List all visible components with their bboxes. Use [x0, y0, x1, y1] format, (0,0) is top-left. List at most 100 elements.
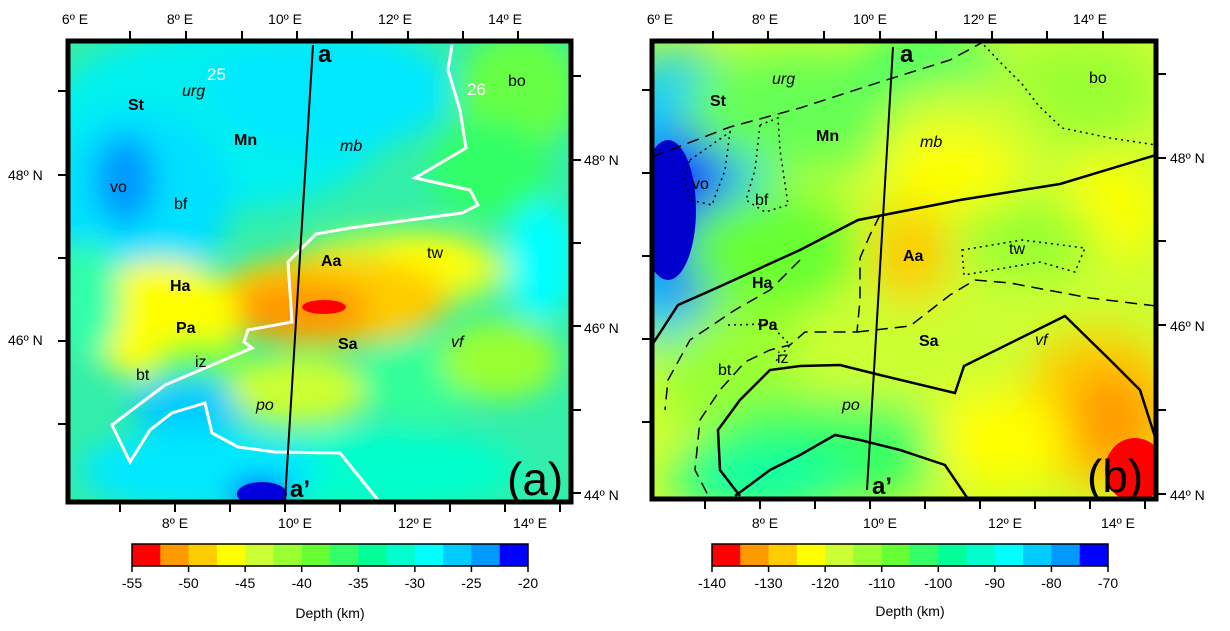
- colorbar-tick-label: -45: [235, 575, 255, 591]
- lon-tick-top: 8º E: [167, 11, 193, 27]
- lon-tick-top: 14º E: [1073, 11, 1107, 27]
- region-label: iz: [777, 350, 789, 367]
- region-label: tw: [427, 245, 443, 262]
- colorbar-tick-label: -90: [985, 575, 1005, 591]
- lat-tick-right: 48º N: [584, 152, 619, 168]
- lon-tick-bottom: 12º E: [398, 515, 432, 531]
- map-b-frame: [649, 38, 1159, 502]
- colorbar-swatch: [712, 544, 741, 566]
- region-label: urg: [182, 83, 205, 100]
- colorbar-a: -55 -50 -45 -40 -35 -30 -25 -20: [122, 543, 538, 591]
- colorbar-tick-label: -100: [924, 575, 952, 591]
- colorbar-swatch: [471, 544, 501, 566]
- colorbar-swatch: [825, 544, 854, 566]
- lat-tick-left: 48º N: [8, 167, 43, 183]
- colorbar-swatch: [188, 544, 218, 566]
- colorbar-swatch: [768, 544, 798, 566]
- boundary-dashed: [694, 214, 881, 500]
- colorbar-tick-label: -130: [755, 575, 783, 591]
- profile-end-label: a’: [290, 476, 310, 503]
- region-label: po: [255, 397, 274, 414]
- colorbar-tick-label: -35: [348, 575, 368, 591]
- region-label: mb: [920, 134, 942, 151]
- lon-tick-bottom: 14º E: [1101, 515, 1135, 531]
- region-label: mb: [340, 138, 362, 155]
- colorbar-swatch: [499, 544, 529, 566]
- boundary-dotted: [961, 239, 1087, 276]
- contour-label: 25: [207, 65, 226, 84]
- region-label: bt: [136, 367, 150, 384]
- lon-tick-bottom: 10º E: [863, 515, 897, 531]
- lon-tick-bottom: 10º E: [278, 515, 312, 531]
- contour-line-white: [110, 44, 481, 501]
- colorbar-swatch: [301, 544, 331, 566]
- colorbar-swatch: [330, 544, 359, 566]
- lon-tick-bottom: 8º E: [162, 515, 188, 531]
- lon-tick-top: 12º E: [378, 11, 412, 27]
- colorbar-swatch: [796, 544, 826, 566]
- colorbar-tick-label: -110: [868, 575, 895, 591]
- colorbar-b: -140 -130 -120 -110 -100 -90 -80 -70: [698, 543, 1118, 591]
- region-label: vo: [110, 179, 127, 196]
- region-label: vf: [1035, 332, 1049, 349]
- colorbar-tick-label: -70: [1098, 575, 1118, 591]
- colorbar-swatch: [132, 544, 161, 566]
- colorbar-frame: [711, 543, 1109, 567]
- region-label: St: [710, 93, 727, 110]
- colorbar-swatch: [910, 544, 939, 566]
- region-label: bo: [508, 73, 526, 90]
- boundary-dotted: [745, 116, 789, 213]
- region-label: bf: [174, 196, 188, 213]
- map-a-frame: [65, 38, 574, 505]
- colorbar-swatch: [443, 544, 472, 566]
- colorbar-swatch: [386, 544, 416, 566]
- region-label: bo: [1089, 70, 1107, 87]
- colorbar-swatch: [853, 544, 883, 566]
- colorbar-swatch: [740, 544, 770, 566]
- colorbar-tick-label: -120: [811, 575, 839, 591]
- colorbar-tick-label: -80: [1041, 575, 1061, 591]
- colorbar-swatch: [216, 544, 246, 566]
- lon-tick-top: 6º E: [62, 11, 88, 27]
- lon-tick-top: 14º E: [488, 11, 522, 27]
- region-label: po: [841, 397, 860, 414]
- colorbar-swatch: [1023, 544, 1052, 566]
- region-label: Ha: [752, 275, 773, 292]
- boundary-dashed: [651, 40, 986, 158]
- colorbar-b-title: Depth (km): [875, 603, 944, 619]
- colorbar-swatch: [245, 544, 274, 566]
- profile-start-label: a: [318, 41, 332, 68]
- lon-tick-top: 6º E: [647, 11, 673, 27]
- colorbar-tick-label: -25: [461, 575, 481, 591]
- boundary-dotted: [979, 40, 1157, 146]
- colorbar-tick-label: -40: [292, 575, 312, 591]
- region-label: Pa: [758, 317, 778, 334]
- boundary-solid: [716, 314, 1158, 497]
- colorbar-tick-label: -55: [122, 575, 142, 591]
- boundary-solid: [734, 433, 970, 500]
- lon-tick-bottom: 8º E: [752, 515, 778, 531]
- colorbar-swatch: [938, 544, 968, 566]
- region-label: iz: [195, 354, 207, 371]
- lat-tick-right: 44º N: [584, 487, 619, 503]
- profile-end-label: a’: [872, 473, 892, 500]
- colorbar-tick-label: -50: [178, 575, 198, 591]
- region-label: Sa: [338, 336, 358, 353]
- boundary-dashed: [856, 279, 1157, 333]
- colorbar-swatch: [160, 544, 190, 566]
- colorbar-frame: [131, 543, 529, 567]
- region-label: Mn: [234, 132, 257, 149]
- region-label: Sa: [919, 333, 939, 350]
- region-label: Pa: [176, 320, 196, 337]
- colorbar-tick-label: -20: [518, 575, 538, 591]
- lat-tick-right: 46º N: [584, 320, 619, 336]
- lon-tick-top: 10º E: [853, 11, 887, 27]
- profile-line-b: [866, 46, 894, 491]
- colorbar-swatch: [994, 544, 1024, 566]
- colorbar-tick-label: -30: [405, 575, 425, 591]
- lon-tick-top: 12º E: [963, 11, 997, 27]
- region-label: bf: [755, 192, 769, 209]
- panel-label-b: (b): [1087, 450, 1143, 502]
- region-label: bt: [718, 362, 732, 379]
